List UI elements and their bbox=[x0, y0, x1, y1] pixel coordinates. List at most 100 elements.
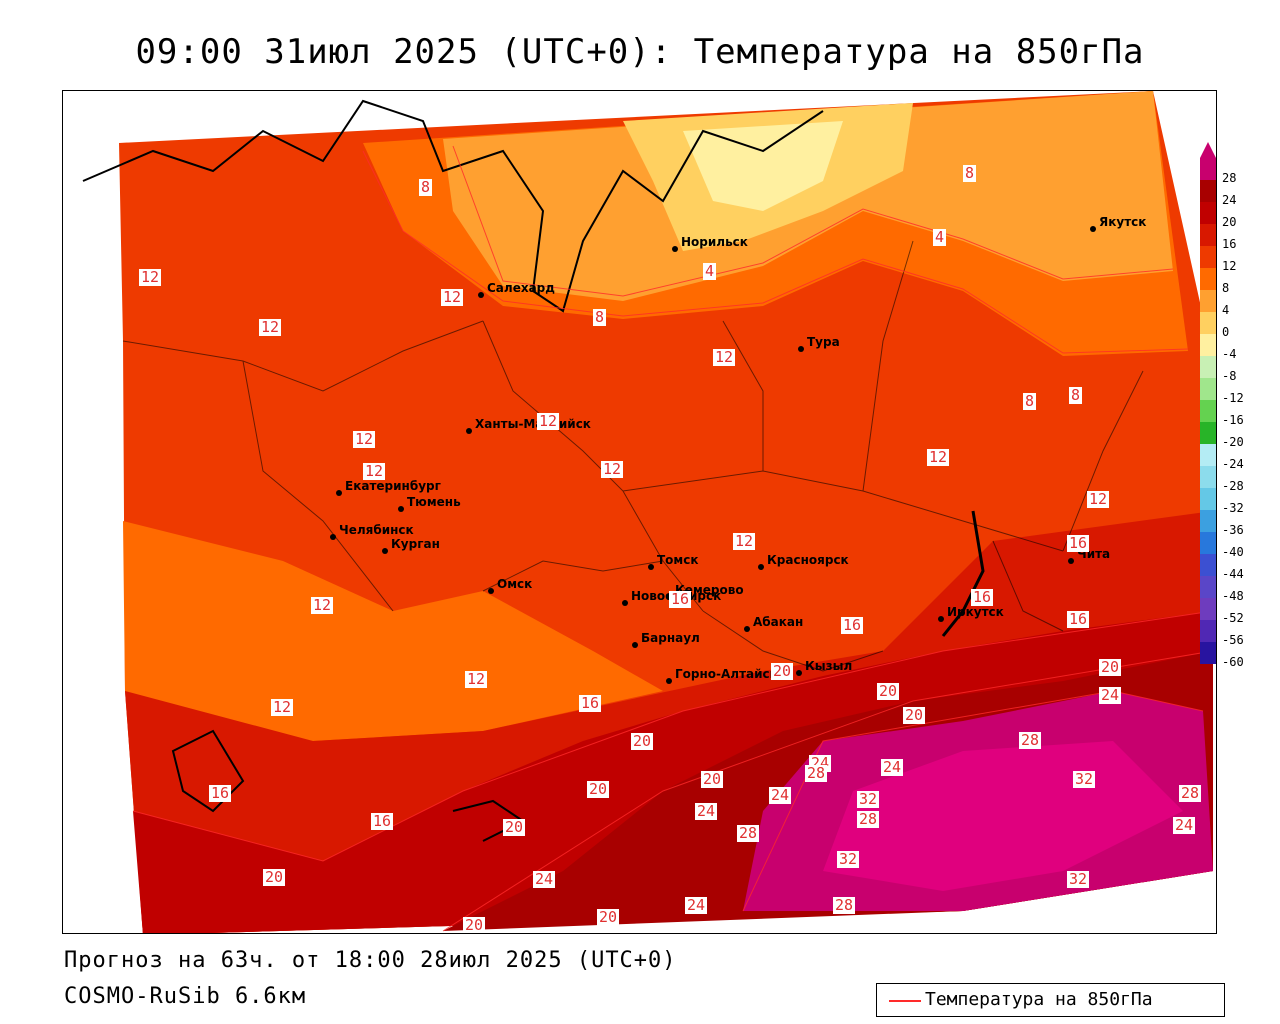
isotherm-value-label: 20 bbox=[877, 682, 900, 700]
colorbar-tick-label: -20 bbox=[1222, 435, 1244, 449]
isotherm-value-label: 8 bbox=[419, 178, 433, 196]
isotherm-value-label: 20 bbox=[597, 908, 620, 926]
city-marker bbox=[758, 564, 764, 570]
model-name: COSMO-RuSib 6.6км bbox=[64, 984, 307, 1009]
colorbar-segment bbox=[1200, 268, 1216, 290]
colorbar-segment bbox=[1200, 488, 1216, 510]
isotherm-value-label: 16 bbox=[841, 616, 864, 634]
isotherm-value-label: 12 bbox=[311, 596, 334, 614]
isotherm-value-label: 12 bbox=[465, 670, 488, 688]
isotherm-value-label: 12 bbox=[713, 348, 736, 366]
colorbar-tick-label: -28 bbox=[1222, 479, 1244, 493]
city-label: Абакан bbox=[753, 615, 804, 629]
colorbar-segment bbox=[1200, 180, 1216, 202]
colorbar-segment bbox=[1200, 224, 1216, 246]
zone-12-west bbox=[123, 521, 663, 741]
colorbar-tick-label: 28 bbox=[1222, 171, 1237, 185]
isotherms bbox=[132, 145, 1214, 932]
colorbar-segment bbox=[1200, 334, 1216, 356]
city-label: Норильск bbox=[681, 235, 748, 249]
zone-minus4 bbox=[683, 121, 843, 211]
isotherm-value-label: 24 bbox=[1173, 816, 1196, 834]
colorbar-tick-label: -32 bbox=[1222, 501, 1244, 515]
colorbar-tick-label: -36 bbox=[1222, 523, 1244, 537]
colorbar-tick-label: 16 bbox=[1222, 237, 1237, 251]
isotherm-value-label: 20 bbox=[903, 706, 926, 724]
colorbar-tick-label: -52 bbox=[1222, 611, 1244, 625]
region-borders bbox=[122, 240, 1144, 672]
city-label: Красноярск bbox=[767, 553, 849, 567]
city-marker bbox=[488, 588, 494, 594]
isotherm-value-label: 12 bbox=[927, 448, 950, 466]
city-marker bbox=[478, 292, 484, 298]
city-marker bbox=[466, 428, 472, 434]
colorbar-tick-label: -40 bbox=[1222, 545, 1244, 559]
city-label: Кызыл bbox=[805, 659, 853, 673]
city-marker bbox=[632, 642, 638, 648]
city-marker bbox=[796, 670, 802, 676]
city-marker bbox=[938, 616, 944, 622]
isotherm-value-label: 28 bbox=[833, 896, 856, 914]
city-label: Кемерово bbox=[675, 583, 744, 597]
colorbar-segment bbox=[1200, 598, 1216, 620]
city-label: Тура bbox=[807, 335, 840, 349]
city-marker bbox=[744, 626, 750, 632]
isotherm-value-label: 20 bbox=[1099, 658, 1122, 676]
isotherm-value-label: 24 bbox=[695, 802, 718, 820]
city-label: Салехард bbox=[487, 281, 555, 295]
isotherm-value-label: 8 bbox=[1069, 386, 1083, 404]
colorbar-segment bbox=[1200, 444, 1216, 466]
isotherm-value-label: 20 bbox=[587, 780, 610, 798]
isotherm-value-label: 24 bbox=[881, 758, 904, 776]
colorbar-segment bbox=[1200, 356, 1216, 378]
map-title: 09:00 31июл 2025 (UTC+0): Температура на… bbox=[135, 32, 1145, 72]
colorbar-segment bbox=[1200, 576, 1216, 598]
isotherm-value-label: 20 bbox=[631, 732, 654, 750]
isotherm-value-label: 32 bbox=[857, 790, 880, 808]
colorbar-segment bbox=[1200, 312, 1216, 334]
isotherm-value-label: 12 bbox=[139, 268, 162, 286]
colorbar-tick-label: -60 bbox=[1222, 655, 1244, 669]
isotherm-value-label: 12 bbox=[1087, 490, 1110, 508]
city-label: Горно-Алтайск bbox=[675, 667, 778, 681]
legend-line-swatch bbox=[889, 1000, 921, 1002]
legend-label: Температура на 850гПа bbox=[925, 989, 1153, 1010]
colorbar-tick-label: 0 bbox=[1222, 325, 1230, 339]
city-label: Томск bbox=[657, 553, 699, 567]
city-label: Барнаул bbox=[641, 631, 700, 645]
city-marker bbox=[336, 490, 342, 496]
isotherm-value-label: 28 bbox=[1179, 784, 1202, 802]
colorbar-tick-label: -48 bbox=[1222, 589, 1244, 603]
isotherm-value-label: 16 bbox=[971, 588, 994, 606]
isotherm-value-label: 28 bbox=[737, 824, 760, 842]
legend-box: Температура на 850гПа bbox=[876, 983, 1225, 1017]
city-label: Курган bbox=[391, 537, 440, 551]
isotherm-value-label: 12 bbox=[733, 532, 756, 550]
isotherm-value-label: 20 bbox=[701, 770, 724, 788]
colorbar-tick-label: -24 bbox=[1222, 457, 1244, 471]
colorbar-segment bbox=[1200, 400, 1216, 422]
isotherm-value-label: 32 bbox=[1073, 770, 1096, 788]
isotherm-value-label: 16 bbox=[579, 694, 602, 712]
city-marker bbox=[398, 506, 404, 512]
isotherm-value-label: 16 bbox=[1067, 610, 1090, 628]
colorbar-segment bbox=[1200, 642, 1216, 664]
colorbar-tick-label: -44 bbox=[1222, 567, 1244, 581]
temperature-map[interactable]: Норильск Якутск Салехард Тура Ханты-Мансийск… bbox=[62, 90, 1217, 934]
isotherm-value-label: 8 bbox=[963, 164, 977, 182]
isotherm-value-label: 20 bbox=[463, 916, 486, 934]
colorbar-tick-label: -16 bbox=[1222, 413, 1244, 427]
isotherm-value-label: 4 bbox=[933, 228, 947, 246]
isotherm-value-label: 4 bbox=[703, 262, 717, 280]
city-label: Ханты-Мансийск bbox=[475, 417, 591, 431]
isotherm-value-label: 12 bbox=[271, 698, 294, 716]
colorbar-segment bbox=[1200, 510, 1216, 532]
colorbar-segment bbox=[1200, 158, 1216, 180]
colorbar-tick-label: 12 bbox=[1222, 259, 1237, 273]
isotherm-value-label: 24 bbox=[533, 870, 556, 888]
city-label: Якутск bbox=[1099, 215, 1147, 229]
map-canvas bbox=[82, 91, 1214, 933]
city-marker bbox=[382, 548, 388, 554]
isotherm-value-label: 12 bbox=[353, 430, 376, 448]
colorbar-tick-label: 24 bbox=[1222, 193, 1237, 207]
